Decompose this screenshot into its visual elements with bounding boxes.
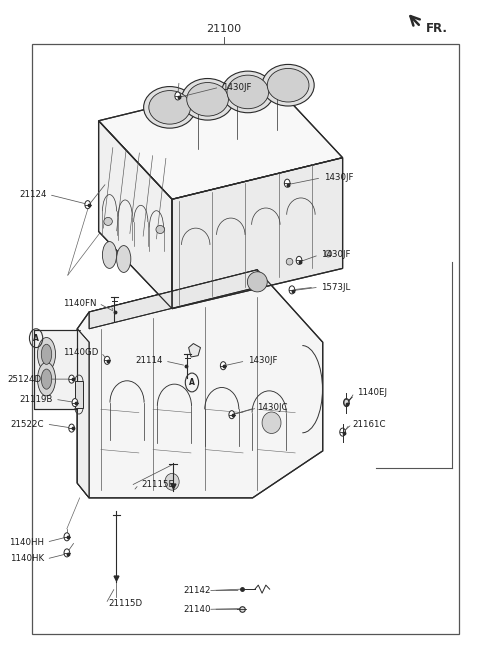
Ellipse shape [156, 225, 165, 234]
Polygon shape [98, 79, 343, 199]
Circle shape [69, 375, 74, 383]
Polygon shape [77, 329, 89, 498]
Text: A: A [189, 378, 195, 387]
Circle shape [220, 362, 226, 370]
Circle shape [85, 201, 91, 209]
Ellipse shape [267, 68, 309, 102]
Text: 21114: 21114 [135, 356, 163, 366]
Text: 21161C: 21161C [352, 419, 385, 429]
Circle shape [344, 399, 349, 406]
Ellipse shape [187, 83, 228, 116]
Ellipse shape [286, 258, 293, 265]
Text: 1140FN: 1140FN [63, 299, 96, 308]
Circle shape [175, 92, 180, 100]
Ellipse shape [144, 87, 196, 128]
Text: 1430JC: 1430JC [257, 403, 288, 413]
Ellipse shape [37, 338, 56, 371]
Circle shape [72, 399, 78, 407]
Ellipse shape [227, 75, 269, 109]
Circle shape [289, 286, 295, 294]
Text: 1430JF: 1430JF [324, 173, 353, 183]
Ellipse shape [262, 412, 281, 433]
Text: 1430JF: 1430JF [321, 250, 351, 260]
Ellipse shape [325, 250, 332, 257]
Text: 21115E: 21115E [141, 480, 174, 489]
Ellipse shape [117, 246, 131, 272]
Text: A: A [33, 333, 39, 343]
Text: 21142: 21142 [183, 586, 211, 595]
Ellipse shape [104, 217, 112, 225]
Circle shape [296, 256, 302, 264]
Ellipse shape [165, 474, 179, 490]
Text: 21100: 21100 [206, 23, 242, 34]
Ellipse shape [41, 369, 52, 389]
Ellipse shape [222, 71, 274, 113]
Ellipse shape [37, 362, 56, 396]
Circle shape [64, 533, 70, 541]
Circle shape [69, 424, 74, 432]
Text: 21522C: 21522C [11, 419, 44, 429]
Text: 1140HH: 1140HH [9, 537, 44, 547]
Circle shape [64, 549, 70, 557]
Text: 21115D: 21115D [108, 599, 142, 609]
Polygon shape [189, 344, 201, 357]
Text: 1140EJ: 1140EJ [357, 388, 387, 397]
Text: 1140HK: 1140HK [10, 554, 44, 564]
Ellipse shape [102, 242, 117, 268]
Ellipse shape [149, 91, 191, 124]
Text: FR.: FR. [425, 21, 447, 35]
Ellipse shape [41, 344, 52, 364]
Polygon shape [34, 330, 77, 409]
Polygon shape [77, 270, 323, 498]
Text: 1430JF: 1430JF [222, 83, 252, 92]
Ellipse shape [262, 64, 314, 106]
Circle shape [340, 428, 346, 436]
Bar [32, 44, 459, 634]
Circle shape [229, 411, 235, 419]
Text: 1573JL: 1573JL [321, 282, 350, 292]
Ellipse shape [181, 79, 234, 120]
Text: 1140GD: 1140GD [63, 348, 98, 357]
Circle shape [104, 356, 110, 364]
Polygon shape [98, 121, 172, 309]
Circle shape [284, 179, 290, 187]
Polygon shape [75, 381, 83, 408]
Text: 1430JF: 1430JF [248, 356, 277, 366]
Polygon shape [172, 158, 343, 309]
Text: 21124: 21124 [19, 190, 47, 199]
Text: 25124D: 25124D [8, 374, 42, 384]
Polygon shape [89, 270, 257, 329]
Text: 21119B: 21119B [19, 395, 53, 404]
Circle shape [344, 399, 349, 407]
Ellipse shape [247, 272, 267, 292]
Text: 21140: 21140 [183, 605, 211, 614]
